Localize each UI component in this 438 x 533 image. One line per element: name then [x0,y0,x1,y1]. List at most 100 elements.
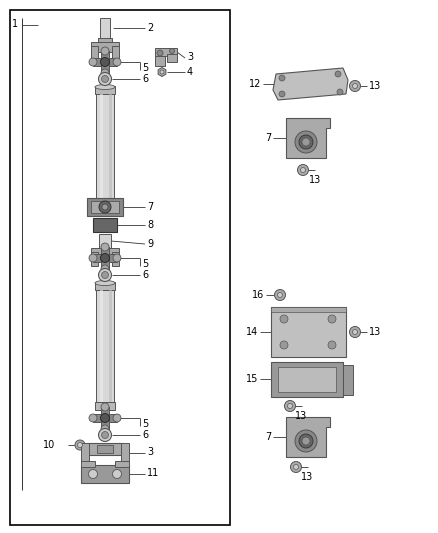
Text: 12: 12 [249,79,261,89]
Circle shape [285,400,296,411]
Circle shape [100,414,110,423]
Bar [271,307,346,312]
Bar [91,252,98,266]
Bar [96,290,114,402]
Circle shape [302,437,310,445]
Ellipse shape [95,280,115,286]
Circle shape [102,432,109,439]
Bar [95,402,115,410]
Circle shape [335,71,341,77]
Circle shape [279,75,285,81]
Bar [155,48,177,56]
Circle shape [337,89,343,95]
Circle shape [295,131,317,153]
Bar [10,10,230,525]
Bar [93,58,117,66]
Text: 13: 13 [369,81,381,91]
Bar [109,290,112,402]
Circle shape [299,434,313,448]
Circle shape [102,76,109,83]
Circle shape [101,265,109,273]
Circle shape [75,440,85,450]
Circle shape [101,425,109,433]
Circle shape [290,462,301,472]
Circle shape [278,293,283,297]
Circle shape [170,49,174,53]
Circle shape [280,341,288,349]
Bar [91,42,119,52]
Polygon shape [286,417,330,457]
Bar [81,443,89,463]
Circle shape [302,138,310,146]
Text: 7: 7 [265,432,271,442]
Text: 6: 6 [142,74,148,84]
Text: 1: 1 [12,19,18,29]
Bar [115,461,129,467]
Text: 4: 4 [187,67,193,77]
Bar [81,461,95,467]
Bar [100,18,110,40]
Circle shape [113,470,121,479]
Circle shape [102,271,109,279]
Text: 10: 10 [43,440,55,450]
Text: 13: 13 [301,472,313,482]
Circle shape [299,135,313,149]
Text: 9: 9 [147,239,153,249]
Circle shape [287,403,293,408]
Circle shape [99,429,112,441]
Circle shape [157,50,163,56]
Circle shape [293,464,299,470]
Circle shape [328,341,336,349]
Bar [101,407,109,429]
Bar [155,56,165,66]
Circle shape [160,70,164,74]
Bar [100,290,103,402]
Bar [271,307,346,357]
Circle shape [297,165,308,175]
Text: 15: 15 [246,374,258,384]
Bar [99,234,111,248]
Bar [81,465,129,483]
Text: 6: 6 [142,270,148,280]
Text: 8: 8 [147,220,153,230]
Circle shape [113,254,121,262]
Circle shape [89,254,97,262]
Ellipse shape [95,85,115,90]
Circle shape [99,72,112,85]
Circle shape [101,243,109,251]
Text: 3: 3 [187,52,193,62]
Bar [101,247,109,269]
Text: 7: 7 [147,202,153,212]
Circle shape [353,329,357,335]
Text: 5: 5 [142,419,148,429]
Text: 11: 11 [147,468,159,478]
Text: 7: 7 [265,133,271,143]
Text: 13: 13 [369,327,381,337]
Circle shape [113,58,121,66]
Bar [91,201,119,213]
Bar [93,218,117,232]
Circle shape [88,470,98,479]
Circle shape [113,414,121,422]
Bar [271,362,343,397]
Bar [87,443,123,455]
Bar [91,248,119,258]
Bar [87,198,123,216]
Text: 13: 13 [309,175,321,185]
Text: 16: 16 [252,290,264,300]
Circle shape [100,58,110,67]
Bar [121,443,129,463]
Bar [167,54,177,62]
Bar [101,51,109,73]
Bar [97,445,113,453]
Circle shape [89,58,97,66]
Text: 2: 2 [147,23,153,33]
Bar [95,86,115,94]
Circle shape [101,403,109,411]
Text: 6: 6 [142,430,148,440]
Bar [98,38,112,42]
Text: 5: 5 [142,259,148,269]
Circle shape [101,47,109,55]
Circle shape [99,201,111,213]
Circle shape [328,315,336,323]
